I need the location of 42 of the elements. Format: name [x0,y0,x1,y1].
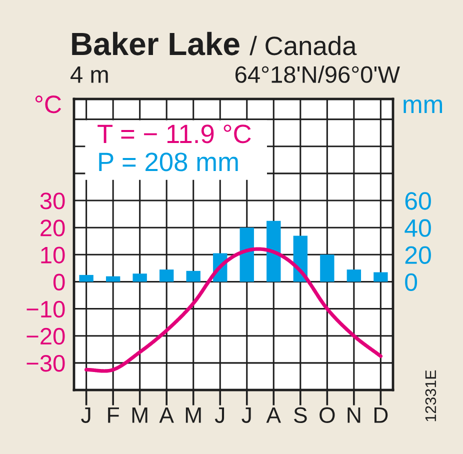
bar [106,276,120,282]
bar [186,270,200,282]
bar [374,272,388,282]
x-tick-label: J [81,407,90,423]
x-tick-label: S [294,407,307,423]
bar [160,270,174,282]
text: 4 m [70,66,108,83]
y-tick-label: 0 [53,274,65,291]
y2-tick-label: 20 [405,246,431,264]
bar [266,220,281,282]
bar [132,274,147,282]
annotation: T = − 11.9 °C [98,124,251,144]
y-tick-label: 10 [41,246,65,264]
y2-axis-title: mm [404,100,442,113]
y-tick-label: −10 [26,300,65,318]
y-tick-label: 20 [40,220,65,236]
x-tick-label: A [266,407,282,423]
y2-tick-label: 60 [405,192,431,210]
y2-tick-label: 40 [404,219,431,237]
x-tick-label: O [320,407,335,423]
x-tick-label: J [242,407,251,423]
x-tick-label: J [214,407,224,423]
x-tick-label: N [348,407,360,423]
bar [346,270,362,282]
text: 12331E [425,370,436,422]
y-tick-label: −30 [26,355,65,372]
x-tick-label: A [159,407,174,423]
chart-title: Baker Lake [72,32,240,56]
y2-tick-label: 0 [405,273,418,292]
y-axis-title: °C [35,96,62,114]
annotation: P = 208 mm [99,152,238,172]
chart-subtitle: / Canada [250,36,357,56]
text: 64°18'N/96°0'W [235,66,400,83]
bar [240,228,254,282]
x-tick-label: M [132,407,148,423]
bar [79,274,94,282]
y-tick-label: −20 [26,328,65,345]
y-tick-label: 30 [40,192,65,210]
x-tick-label: F [108,407,119,423]
x-tick-label: M [186,407,201,423]
x-tick-label: D [374,407,388,423]
bar [320,254,334,282]
